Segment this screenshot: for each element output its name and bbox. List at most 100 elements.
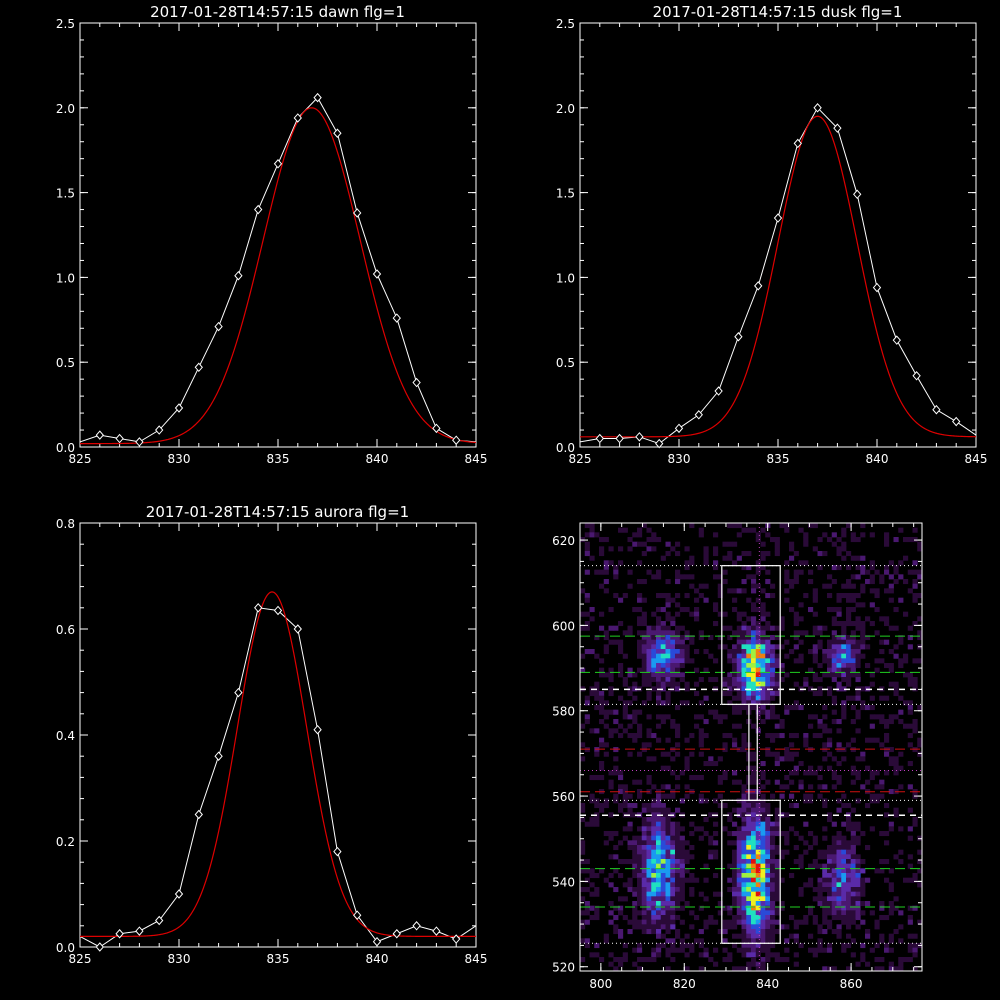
- heatmap-cell: [641, 551, 647, 557]
- heatmap-cell: [703, 863, 709, 869]
- heatmap-cell: [917, 859, 923, 865]
- heatmap-cell: [732, 831, 738, 837]
- heatmap-cell: [599, 667, 605, 673]
- heatmap-cell: [679, 672, 685, 678]
- heatmap-cell: [736, 723, 742, 729]
- heatmap-cell: [888, 938, 894, 944]
- heatmap-cell: [831, 709, 837, 715]
- heatmap-cell: [751, 625, 757, 631]
- heatmap-cell: [779, 905, 785, 911]
- heatmap-cell: [888, 882, 894, 888]
- heatmap-cell: [770, 831, 776, 837]
- heatmap-cell: [713, 798, 719, 804]
- heatmap-cell: [741, 933, 747, 939]
- heatmap-cell: [627, 919, 633, 925]
- heatmap-cell: [917, 705, 923, 711]
- heatmap-cell: [907, 854, 913, 860]
- heatmap-cell: [860, 919, 866, 925]
- heatmap-cell: [812, 597, 818, 603]
- heatmap-cell: [746, 863, 752, 869]
- heatmap-cell: [584, 868, 590, 874]
- heatmap-cell: [646, 831, 652, 837]
- heatmap-cell: [665, 625, 671, 631]
- heatmap-cell: [831, 873, 837, 879]
- heatmap-cell: [917, 630, 923, 636]
- heatmap-cell: [689, 887, 695, 893]
- image-ytick-label: 620: [552, 534, 575, 548]
- heatmap-cell: [584, 621, 590, 627]
- heatmap-cell: [793, 635, 799, 641]
- heatmap-cell: [713, 658, 719, 664]
- heatmap-cell: [898, 527, 904, 533]
- heatmap-cell: [641, 826, 647, 832]
- heatmap-cell: [836, 859, 842, 865]
- heatmap-cell: [793, 751, 799, 757]
- heatmap-cell: [703, 649, 709, 655]
- heatmap-cell: [599, 691, 605, 697]
- heatmap-cell: [665, 551, 671, 557]
- heatmap-cell: [860, 891, 866, 897]
- heatmap-cell: [684, 700, 690, 706]
- heatmap-cell: [684, 686, 690, 692]
- heatmap-cell: [884, 537, 890, 543]
- heatmap-cell: [841, 915, 847, 921]
- heatmap-cell: [646, 845, 652, 851]
- heatmap-cell: [656, 672, 662, 678]
- heatmap-cell: [784, 523, 790, 529]
- heatmap-cell: [765, 915, 771, 921]
- heatmap-cell: [665, 751, 671, 757]
- heatmap-cell: [831, 863, 837, 869]
- heatmap-cell: [703, 924, 709, 930]
- heatmap-cell: [675, 663, 681, 669]
- heatmap-cell: [827, 686, 833, 692]
- heatmap-cell: [603, 840, 609, 846]
- heatmap-cell: [665, 579, 671, 585]
- heatmap-cell: [760, 709, 766, 715]
- heatmap-cell: [793, 621, 799, 627]
- heatmap-cell: [827, 812, 833, 818]
- heatmap-cell: [770, 593, 776, 599]
- heatmap-cell: [874, 957, 880, 963]
- heatmap-cell: [760, 821, 766, 827]
- heatmap-cell: [632, 845, 638, 851]
- heatmap-cell: [670, 873, 676, 879]
- heatmap-cell: [888, 663, 894, 669]
- heatmap-cell: [812, 714, 818, 720]
- heatmap-cell: [841, 639, 847, 645]
- heatmap-cell: [684, 737, 690, 743]
- heatmap-cell: [684, 943, 690, 949]
- heatmap-cell: [717, 756, 723, 762]
- heatmap-cell: [850, 555, 856, 561]
- heatmap-cell: [632, 733, 638, 739]
- heatmap-cell: [884, 840, 890, 846]
- heatmap-cell: [888, 583, 894, 589]
- heatmap-cell: [798, 891, 804, 897]
- heatmap-cell: [855, 835, 861, 841]
- heatmap-cell: [884, 569, 890, 575]
- heatmap-cell: [651, 887, 657, 893]
- heatmap-cell: [789, 541, 795, 547]
- heatmap-cell: [656, 826, 662, 832]
- heatmap-cell: [746, 639, 752, 645]
- heatmap-cell: [656, 639, 662, 645]
- heatmap-cell: [760, 817, 766, 823]
- heatmap-cell: [622, 527, 628, 533]
- heatmap-cell: [732, 607, 738, 613]
- heatmap-cell: [627, 667, 633, 673]
- heatmap-cell: [912, 728, 918, 734]
- heatmap-cell: [741, 891, 747, 897]
- heatmap-cell: [765, 695, 771, 701]
- heatmap-cell: [646, 677, 652, 683]
- heatmap-cell: [741, 742, 747, 748]
- heatmap-cell: [713, 854, 719, 860]
- heatmap-cell: [627, 826, 633, 832]
- heatmap-cell: [727, 672, 733, 678]
- heatmap-cell: [907, 569, 913, 575]
- heatmap-cell: [774, 891, 780, 897]
- heatmap-cell: [646, 863, 652, 869]
- heatmap-cell: [713, 714, 719, 720]
- heatmap-cell: [850, 532, 856, 538]
- heatmap-cell: [646, 691, 652, 697]
- heatmap-cell: [850, 667, 856, 673]
- heatmap-cell: [765, 667, 771, 673]
